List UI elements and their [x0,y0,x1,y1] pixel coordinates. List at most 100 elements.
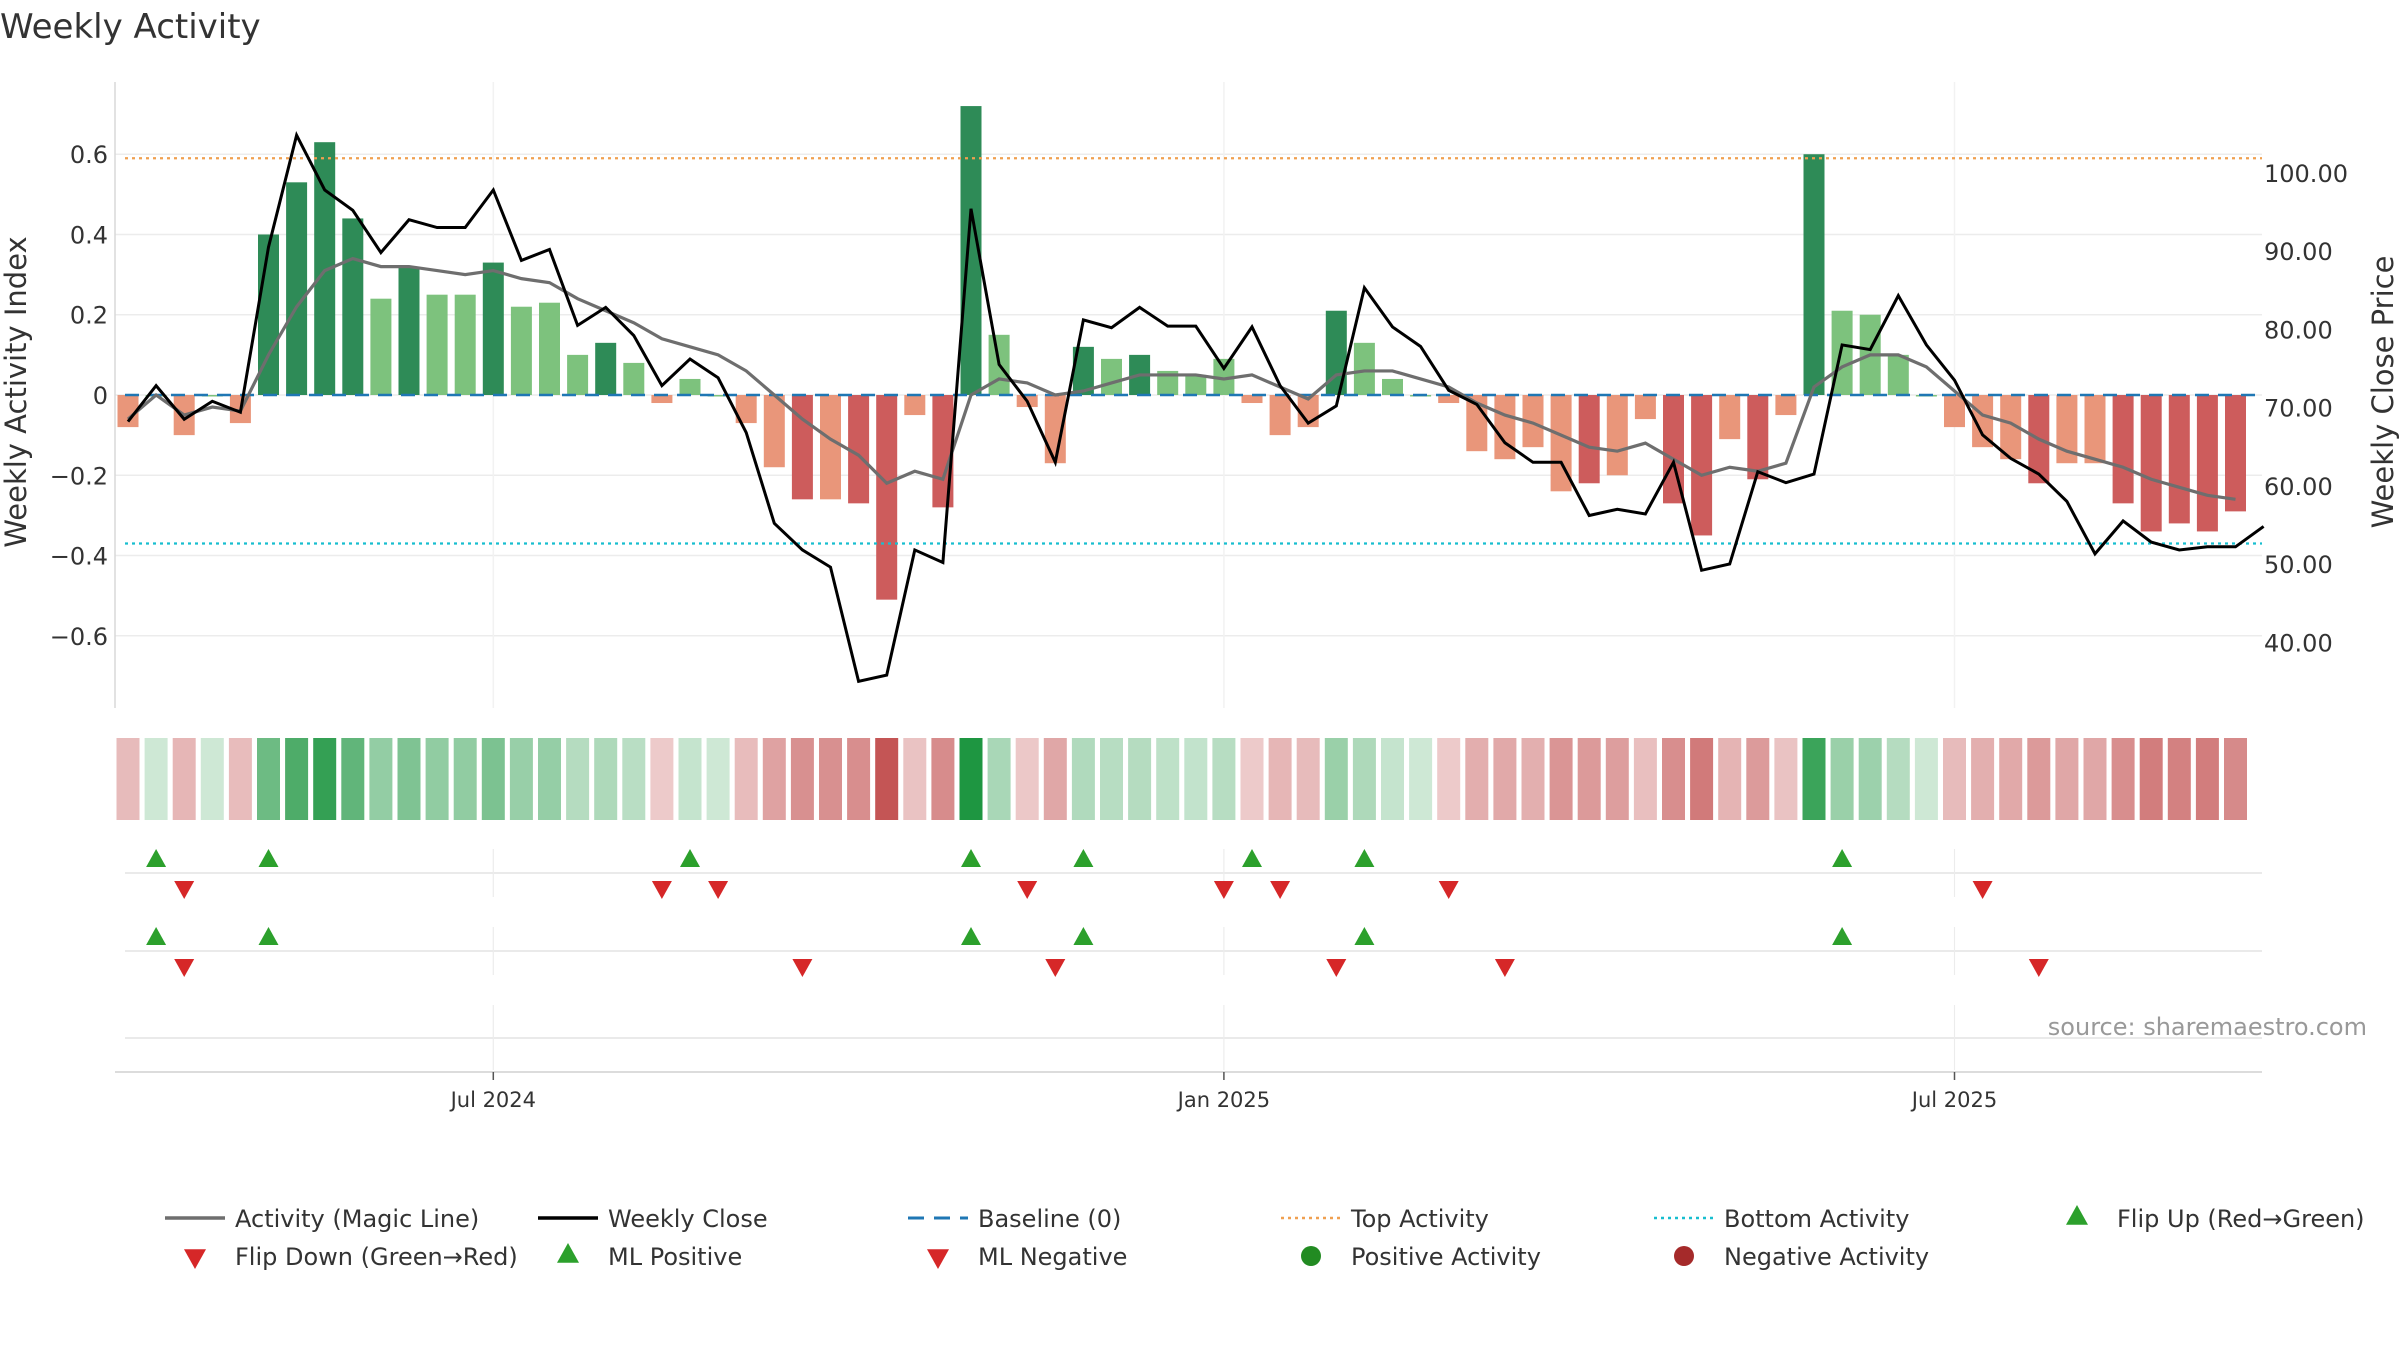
activity-bar [1269,395,1291,436]
weekly-close-line [126,130,2265,684]
activity-bar [539,302,560,395]
x-tick-label: Jul 2024 [449,1088,536,1112]
activity-heat-cell [819,738,842,820]
activity-bar [426,294,448,395]
activity-heat-cell [959,738,983,820]
activity-heat-cell [2083,738,2107,820]
activity-bar [1044,395,1066,464]
activity-heat-cell [1268,738,1292,820]
activity-heat-cell [341,738,365,820]
activity-heat-cell [1409,738,1433,820]
legend-item-weekly-close: Weekly Close [538,1205,768,1233]
activity-bar [1522,395,1544,448]
ml-positive-marker [258,927,279,945]
activity-heat-cell [847,738,871,820]
activity-bar [876,395,898,600]
activity-bar [286,182,308,395]
activity-bar [651,395,673,404]
y-tick-label: 0 [93,382,108,410]
y-axis-label: Weekly Activity Index [0,236,33,547]
legend-item-positive-activity: Positive Activity [1301,1243,1541,1271]
legend-label: Bottom Activity [1724,1205,1909,1233]
activity-bar [1241,395,1263,404]
legend-item-baseline: Baseline (0) [908,1205,1121,1233]
y2-tick-label: 100.00 [2264,160,2348,188]
y2-tick-label: 70.00 [2264,395,2333,423]
legend-swatch [1674,1246,1694,1266]
activity-heat-cell [1718,738,1742,820]
activity-heat-cell [1128,738,1152,820]
activity-bar [342,218,364,395]
legend-label: Flip Down (Green→Red) [235,1243,518,1271]
legend-swatch [1301,1246,1321,1266]
x-tick-label: Jan 2025 [1176,1088,1271,1112]
flip-up-marker [1073,849,1094,867]
activity-bar [1887,354,1909,395]
activity-heat-cell [538,738,561,820]
activity-bar [1663,395,1684,504]
activity-heat-cell [1381,738,1404,820]
activity-bar [482,262,504,395]
activity-bar [791,395,813,500]
activity-bar [735,395,757,424]
activity-bar [1157,370,1179,395]
legend-item-ml-negative: ML Negative [927,1243,1127,1271]
activity-heat-cell [1352,738,1376,820]
activity-bar [1578,395,1600,484]
activity-heat-cell [369,738,393,820]
ml-negative-marker [174,959,195,977]
activity-heat-cell [1943,738,1966,820]
activity-bar [1382,378,1403,395]
activity-heat-cell [2139,738,2163,820]
legend-item-flip-up: Flip Up (Red→Green) [2066,1205,2365,1233]
activity-bar [1550,395,1572,492]
flip-down-marker [1438,881,1459,899]
legend-swatch [184,1249,206,1269]
activity-bar [2225,395,2246,512]
activity-heat-cell [1071,738,1095,820]
activity-bar [2084,395,2106,464]
activity-bar [2112,395,2134,504]
source-text: source: sharemaestro.com [2048,1013,2367,1041]
activity-heat-cell [285,738,309,820]
y2-tick-label: 60.00 [2264,473,2333,501]
activity-heat-cell [200,738,224,820]
chart-title: Weekly Activity [0,7,261,47]
activity-heat-cell [1465,738,1489,820]
activity-bar [1185,374,1207,395]
legend-swatch [927,1249,949,1269]
activity-heat-cell [2167,738,2191,820]
activity-heat-cell [678,738,702,820]
activity-heat-cell [1914,738,1938,820]
activity-bar [848,395,870,504]
activity-heat-cell [1886,738,1910,820]
legend-label: ML Positive [608,1243,742,1271]
activity-heat-cell [1746,738,1770,820]
legend-item-top-activity: Top Activity [1281,1205,1489,1233]
activity-bar [201,395,223,397]
activity-heat-cell [1521,738,1545,820]
activity-heat-cell [1549,738,1573,820]
activity-heat-cell [1324,738,1348,820]
legend-item-activity-magic-line: Activity (Magic Line) [165,1205,479,1233]
legend-label: Activity (Magic Line) [235,1205,479,1233]
activity-heat-cell [257,738,280,820]
y2-tick-label: 90.00 [2264,238,2333,266]
ml-positive-marker [1354,927,1375,945]
ml-negative-marker [2028,959,2049,977]
flip-up-marker [961,849,981,867]
legend-item-flip-down: Flip Down (Green→Red) [184,1243,518,1271]
activity-heat-cell [2055,738,2079,820]
activity-heat-cell [622,738,646,820]
activity-heat-cell [1156,738,1180,820]
legend-label: Flip Up (Red→Green) [2117,1205,2365,1233]
flip-down-marker [1972,881,1993,899]
activity-heat-cell [1437,738,1461,820]
activity-heat-cell [397,738,421,820]
activity-heat-cell [1015,738,1039,820]
activity-bar [510,306,532,395]
y-tick-label: 0.6 [70,141,108,169]
activity-heat-cell [1184,738,1208,820]
activity-bar [960,106,982,396]
ml-positive-marker [961,927,981,945]
